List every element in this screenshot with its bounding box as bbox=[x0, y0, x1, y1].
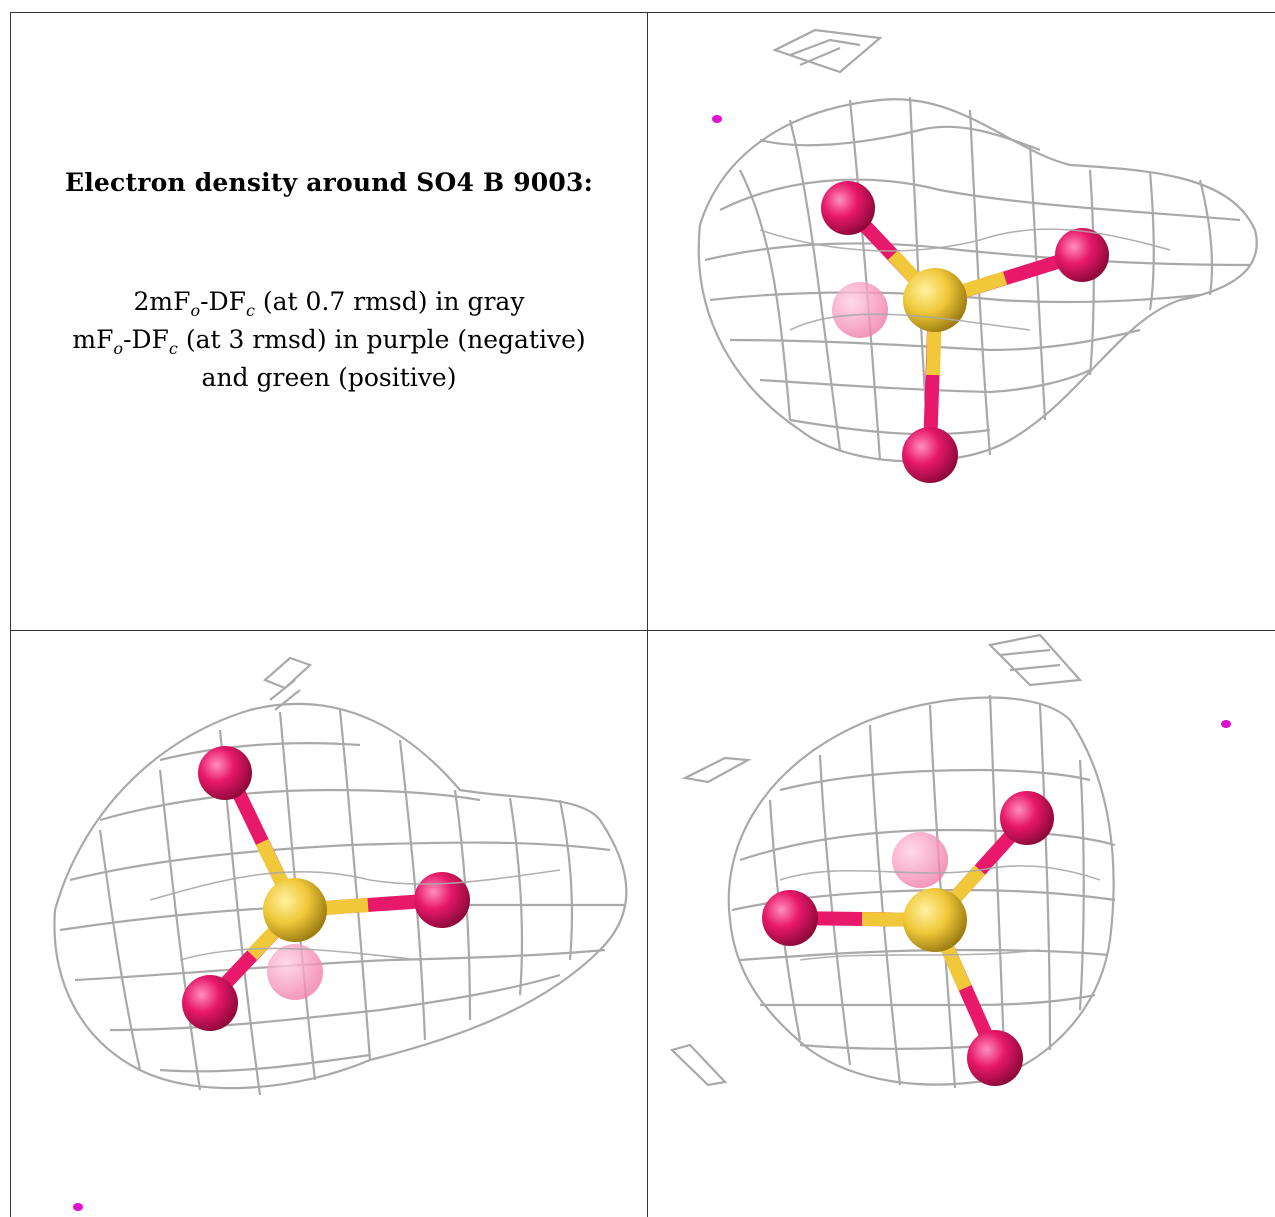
oxygen-atom-back bbox=[892, 832, 948, 888]
description-line-1: 2mFo-DFc (at 0.7 rmsd) in gray bbox=[133, 287, 525, 320]
oxygen-atom-back bbox=[832, 282, 888, 338]
view-top-right bbox=[697, 28, 1258, 483]
density-mesh bbox=[697, 28, 1258, 471]
oxygen-atom bbox=[967, 1030, 1023, 1086]
sulfate-model bbox=[762, 791, 1054, 1086]
figure-description: 2mFo-DFc (at 0.7 rmsd) in gray mFo-DFc (… bbox=[11, 283, 647, 397]
oxygen-atom bbox=[821, 181, 875, 235]
oxygen-atom bbox=[1055, 228, 1109, 282]
caption-cell: Electron density around SO4 B 9003: 2mFo… bbox=[11, 13, 647, 630]
sulfur-atom bbox=[903, 268, 967, 332]
oxygen-atom bbox=[198, 746, 252, 800]
figure-title: Electron density around SO4 B 9003: bbox=[64, 168, 594, 197]
oxygen-atom-back bbox=[267, 944, 323, 1000]
description-line-2: mFo-DFc (at 3 rmsd) in purple (negative) bbox=[72, 325, 586, 358]
table-divider-horizontal bbox=[10, 630, 1275, 631]
table-border-top bbox=[10, 12, 1275, 13]
sulfur-atom bbox=[263, 878, 327, 942]
view-bottom-right bbox=[669, 633, 1231, 1089]
oxygen-atom bbox=[1000, 791, 1054, 845]
description-line-3: and green (positive) bbox=[201, 363, 457, 392]
table-border-left bbox=[10, 12, 11, 1217]
negative-density-blob bbox=[73, 1203, 83, 1211]
oxygen-atom bbox=[902, 427, 958, 483]
table-divider-vertical bbox=[647, 12, 648, 1217]
negative-density-blob bbox=[712, 115, 722, 123]
oxygen-atom bbox=[762, 890, 818, 946]
sulfur-atom bbox=[903, 888, 967, 952]
density-mesh bbox=[53, 656, 628, 1096]
sulfate-model bbox=[182, 746, 470, 1031]
oxygen-atom bbox=[182, 975, 238, 1031]
negative-density-blob bbox=[1221, 720, 1231, 728]
view-bottom-left bbox=[53, 656, 628, 1211]
oxygen-atom bbox=[414, 872, 470, 928]
sulfate-model bbox=[821, 181, 1109, 483]
